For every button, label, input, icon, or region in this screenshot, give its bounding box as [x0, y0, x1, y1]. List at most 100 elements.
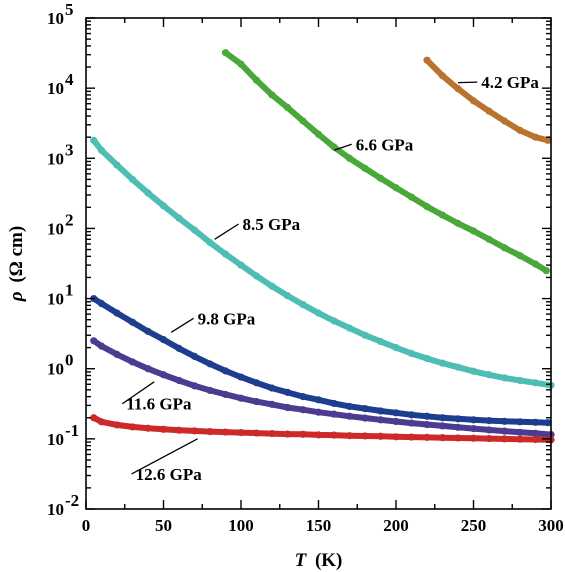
data-point-11-6-gpa	[128, 358, 137, 366]
data-point-9-8-gpa	[190, 352, 199, 360]
data-point-8-5-gpa	[500, 374, 509, 382]
y-axis-label: ρ (Ω cm)	[6, 226, 27, 302]
data-point-11-6-gpa	[376, 416, 385, 424]
data-point-8-5-gpa	[330, 317, 338, 325]
data-point-8-5-gpa	[516, 376, 524, 385]
data-point-12-6-gpa	[252, 429, 261, 437]
data-point-6-6-gpa	[314, 130, 323, 138]
data-point-9-8-gpa	[531, 418, 540, 426]
data-point-11-6-gpa	[144, 365, 152, 373]
y-tick-label: 10	[47, 79, 64, 98]
data-point-8-5-gpa	[376, 337, 385, 346]
data-point-8-5-gpa	[423, 354, 431, 363]
data-point-6-6-gpa	[516, 251, 524, 260]
data-point-11-6-gpa	[423, 420, 431, 429]
x-axis-symbol: T	[295, 550, 308, 571]
data-point-8-5-gpa	[469, 367, 478, 375]
data-point-6-6-gpa	[376, 174, 385, 182]
data-point-8-5-gpa	[206, 238, 214, 247]
data-point-8-5-gpa	[252, 272, 261, 280]
data-point-12-6-gpa	[454, 434, 462, 442]
data-point-11-6-gpa	[407, 419, 416, 427]
data-point-6-6-gpa	[252, 76, 261, 84]
data-point-11-6-gpa	[516, 428, 524, 436]
data-point-9-8-gpa	[283, 388, 292, 396]
data-point-9-8-gpa	[438, 414, 447, 422]
x-tick-label: 200	[383, 516, 409, 535]
data-point-9-8-gpa	[268, 384, 276, 392]
data-point-4-2-gpa	[469, 97, 478, 105]
x-axis-label: T (K)	[295, 550, 343, 571]
series-label-6-6-gpa: 6.6 GPa	[356, 135, 414, 154]
data-point-11-6-gpa	[500, 427, 509, 435]
data-point-11-6-gpa	[97, 342, 106, 350]
data-point-9-8-gpa	[252, 379, 261, 387]
data-point-12-6-gpa	[361, 432, 369, 440]
data-point-8-5-gpa	[392, 343, 400, 352]
y-tick-exponent: 1	[65, 281, 74, 300]
data-point-8-5-gpa	[345, 324, 354, 332]
data-point-12-6-gpa	[175, 426, 183, 434]
data-point-12-6-gpa	[392, 433, 400, 441]
data-point-12-6-gpa	[376, 432, 385, 440]
series-label-11-6-gpa: 11.6 GPa	[126, 395, 192, 414]
series-curve-6-6-gpa	[222, 49, 550, 274]
data-point-11-6-gpa	[345, 412, 354, 420]
y-tick-exponent: 3	[65, 140, 74, 159]
data-point-6-6-gpa	[407, 193, 416, 201]
data-point-11-6-gpa	[392, 417, 400, 426]
data-point-12-6-gpa	[485, 434, 493, 443]
data-point-9-8-gpa	[361, 405, 369, 413]
data-point-6-6-gpa	[237, 60, 245, 68]
y-axis-unit: (Ω cm)	[6, 226, 27, 283]
data-point-6-6-gpa	[268, 91, 276, 99]
data-point-4-2-gpa	[423, 56, 431, 64]
data-point-8-5-gpa	[299, 301, 307, 309]
data-point-12-6-gpa	[283, 430, 292, 438]
data-point-6-6-gpa	[299, 117, 307, 125]
data-point-12-6-gpa	[144, 424, 152, 432]
data-point-9-8-gpa	[392, 409, 400, 417]
data-point-8-5-gpa	[221, 250, 230, 258]
data-point-8-5-gpa	[128, 175, 137, 184]
data-point-12-6-gpa	[516, 435, 524, 443]
data-point-9-8-gpa	[376, 407, 385, 415]
data-point-12-6-gpa	[330, 431, 338, 439]
y-tick-label: 10	[47, 219, 64, 238]
x-tick-label: 150	[306, 516, 332, 535]
data-point-11-6-gpa	[438, 422, 447, 430]
data-point-6-6-gpa	[438, 211, 447, 219]
data-point-9-8-gpa	[469, 416, 478, 424]
series-curve-8-5-gpa	[90, 137, 554, 389]
x-tick-label: 300	[538, 516, 564, 535]
data-point-12-6-gpa	[128, 423, 137, 431]
x-tick-label: 100	[228, 516, 254, 535]
x-tick-label: 50	[155, 516, 172, 535]
data-point-9-8-gpa	[206, 360, 214, 368]
data-point-8-5-gpa	[283, 292, 292, 300]
data-point-6-6-gpa	[500, 244, 509, 252]
data-point-12-6-gpa	[438, 434, 447, 442]
data-point-9-8-gpa	[175, 344, 183, 352]
data-point-9-8-gpa	[485, 417, 493, 425]
y-tick-exponent: -2	[65, 491, 79, 510]
data-point-11-6-gpa	[299, 406, 307, 414]
data-point-11-6-gpa	[252, 397, 261, 406]
data-point-4-2-gpa	[500, 117, 509, 125]
data-point-6-6-gpa	[423, 202, 431, 211]
data-point-11-6-gpa	[469, 425, 478, 433]
y-tick-label: 10	[47, 360, 64, 379]
x-tick-label: 250	[461, 516, 487, 535]
data-point-4-2-gpa	[485, 107, 493, 115]
data-point-11-6-gpa	[485, 426, 493, 434]
series-label-leader-9-8-gpa	[170, 317, 194, 333]
data-point-11-6-gpa	[361, 414, 369, 422]
data-point-11-6-gpa	[90, 337, 98, 345]
y-tick-label: 10	[47, 9, 64, 28]
y-tick-exponent: 2	[65, 210, 74, 229]
x-tick-label: 0	[82, 516, 91, 535]
data-point-12-6-gpa	[190, 427, 199, 435]
data-point-12-6-gpa	[113, 421, 121, 429]
data-point-9-8-gpa	[159, 336, 168, 344]
